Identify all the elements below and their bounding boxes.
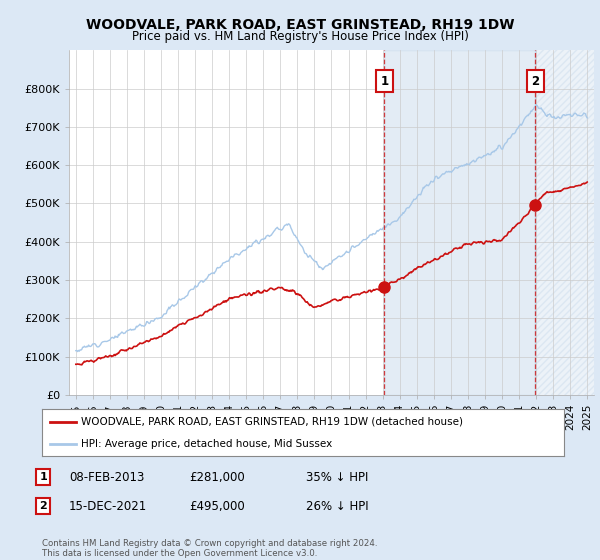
Text: 26% ↓ HPI: 26% ↓ HPI xyxy=(306,500,368,513)
Bar xyxy=(385,50,535,395)
Text: Price paid vs. HM Land Registry's House Price Index (HPI): Price paid vs. HM Land Registry's House … xyxy=(131,30,469,43)
Bar xyxy=(535,50,594,395)
Text: 2: 2 xyxy=(40,501,47,511)
Text: 15-DEC-2021: 15-DEC-2021 xyxy=(69,500,147,513)
Text: £495,000: £495,000 xyxy=(189,500,245,513)
Text: 2: 2 xyxy=(532,74,539,87)
Text: 08-FEB-2013: 08-FEB-2013 xyxy=(69,470,145,484)
Text: Contains HM Land Registry data © Crown copyright and database right 2024.
This d: Contains HM Land Registry data © Crown c… xyxy=(42,539,377,558)
Text: WOODVALE, PARK ROAD, EAST GRINSTEAD, RH19 1DW (detached house): WOODVALE, PARK ROAD, EAST GRINSTEAD, RH1… xyxy=(81,417,463,427)
Text: 1: 1 xyxy=(380,74,388,87)
Text: 35% ↓ HPI: 35% ↓ HPI xyxy=(306,470,368,484)
Text: WOODVALE, PARK ROAD, EAST GRINSTEAD, RH19 1DW: WOODVALE, PARK ROAD, EAST GRINSTEAD, RH1… xyxy=(86,18,514,32)
Text: HPI: Average price, detached house, Mid Sussex: HPI: Average price, detached house, Mid … xyxy=(81,438,332,449)
Text: 1: 1 xyxy=(40,472,47,482)
Text: £281,000: £281,000 xyxy=(189,470,245,484)
